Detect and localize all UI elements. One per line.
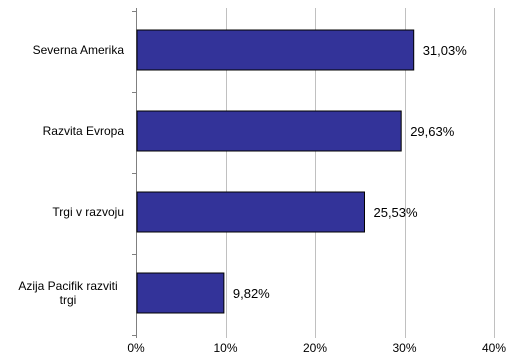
data-label: 25,53% [373, 205, 418, 220]
bar [136, 29, 415, 71]
category-label: Azija Pacifik razviti [18, 279, 117, 293]
data-label: 9,82% [233, 286, 270, 301]
bar [136, 191, 365, 233]
category-label: trgi [60, 293, 77, 307]
category-label: Razvita Evropa [43, 124, 125, 138]
x-tick-label: 40% [482, 341, 506, 354]
x-tick-label: 0% [127, 341, 145, 354]
x-tick-label: 30% [392, 341, 416, 354]
bar [136, 110, 402, 152]
category-label: Severna Amerika [33, 43, 125, 57]
bar-layer [136, 29, 415, 314]
data-label: 29,63% [410, 124, 455, 139]
x-tick-label: 10% [213, 341, 237, 354]
data-label: 31,03% [423, 43, 468, 58]
x-tick-label: 20% [303, 341, 327, 354]
category-label: Trgi v razvoju [52, 205, 124, 219]
label-layer: 0% 10% 20% 30% 40% 31,03% Severna Amerika 29,63… [18, 43, 506, 354]
bar [136, 272, 225, 314]
